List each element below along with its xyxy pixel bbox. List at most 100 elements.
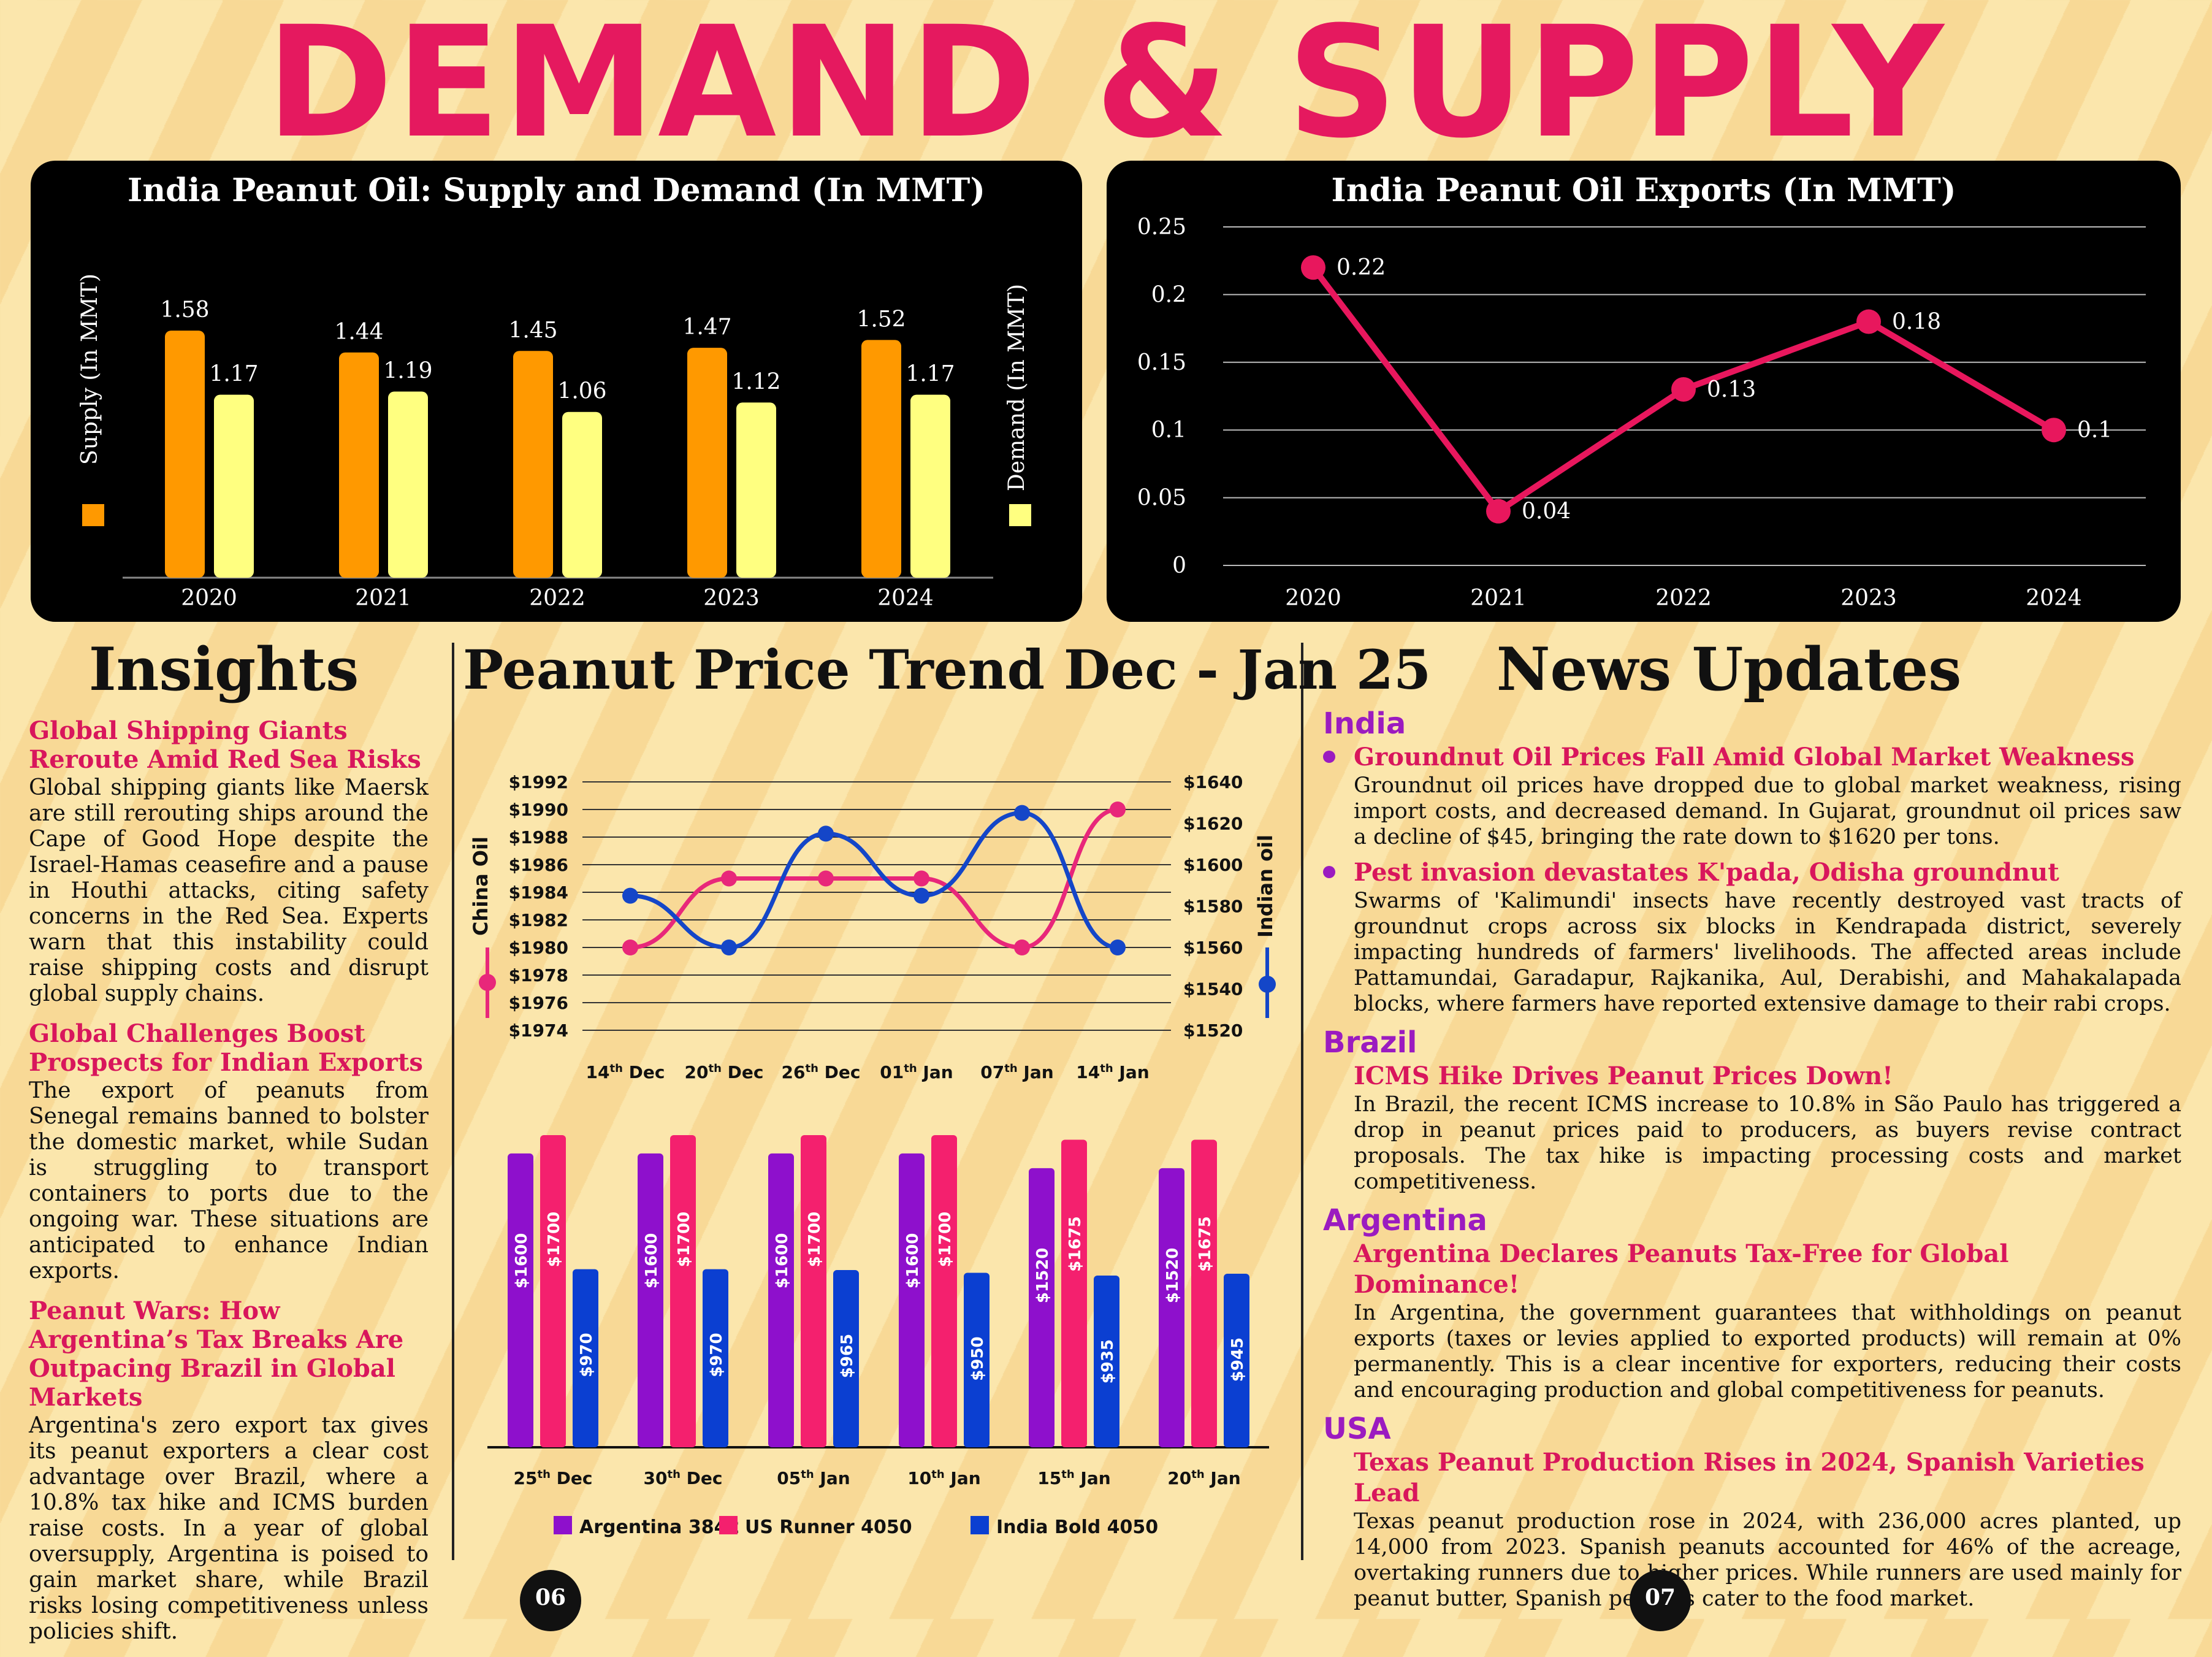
news-headline: ICMS Hike Drives Peanut Prices Down!: [1354, 1062, 1893, 1090]
pp-value-label: $1520: [1034, 1248, 1052, 1303]
news-country-usa: USA: [1323, 1412, 1391, 1446]
pp-bar: [508, 1153, 533, 1447]
pt-xtick: 14th Jan: [1076, 1062, 1149, 1082]
ex-value-label: 0.18: [1892, 310, 1941, 335]
sd-xtick-2021: 2021: [355, 586, 411, 611]
exports-title: India Peanut Oil Exports (In MMT): [1331, 172, 1956, 209]
pt-left-tick: $1974: [509, 1020, 568, 1041]
pt-point: [818, 870, 834, 887]
pp-value-label: $965: [838, 1334, 856, 1378]
news-country-brazil: Brazil: [1323, 1025, 1417, 1060]
sd-xtick-2022: 2022: [529, 586, 585, 611]
insight-body: The export of peanuts from Senegal remai…: [29, 1078, 429, 1284]
insight-body: Global shipping giants like Maersk are s…: [29, 775, 429, 1006]
pp-value-label: $1600: [643, 1233, 661, 1288]
pt-right-axis-label: Indian oil: [1254, 835, 1277, 938]
ex-point-2021: [1486, 499, 1511, 524]
pt-point: [913, 887, 929, 904]
pp-bar: [1224, 1274, 1249, 1447]
pp-bar: [703, 1269, 728, 1447]
pp-value-label: $1520: [1164, 1248, 1182, 1303]
exports-panel: India Peanut Oil Exports (In MMT) 0 0.05 0…: [1107, 161, 2181, 622]
news-country-india: India: [1323, 706, 1406, 741]
sd-value-label: 1.06: [557, 379, 606, 404]
news-item: Texas Peanut Production Rises in 2024, S…: [1354, 1447, 2181, 1612]
pp-bar: [638, 1153, 663, 1447]
ex-xtick-2020: 2020: [1285, 586, 1341, 611]
ex-ytick: 0.1: [1151, 418, 1186, 443]
right-divider: [1301, 643, 1303, 1560]
insight-title: Peanut Wars: How Argentina’s Tax Breaks …: [29, 1296, 404, 1412]
sd-bar-supply-2020: [165, 331, 205, 578]
pt-left-tick: $1980: [509, 938, 568, 958]
pp-value-label: $1600: [513, 1233, 531, 1288]
insight-title: Global Challenges Boost Prospects for In…: [29, 1019, 423, 1077]
pt-point: [818, 825, 834, 842]
pp-bar: [768, 1153, 794, 1447]
supply-demand-panel: India Peanut Oil: Supply and Demand (In …: [31, 161, 1082, 622]
sd-xtick-2023: 2023: [703, 586, 760, 611]
pp-value-label: $945: [1229, 1337, 1247, 1382]
pt-left-tick: $1988: [509, 827, 568, 848]
pp-bar: [1094, 1276, 1119, 1447]
price-trend-chart: $1992 $1990 $1988 $1986 $1984 $1982 $1980 $1978…: [469, 772, 1277, 1082]
pt-right-tick: $1580: [1183, 897, 1243, 917]
pp-bar: [1159, 1168, 1184, 1447]
news-item: Argentina Declares Peanuts Tax-Free for …: [1354, 1239, 2181, 1403]
pp-value-label: $1700: [936, 1212, 955, 1267]
news-item: Pest invasion devastates K'pada, Odisha …: [1323, 857, 2181, 1017]
sd-legend-demand: [1009, 504, 1031, 526]
pt-point: [913, 870, 929, 887]
sd-legend-supply: [82, 504, 104, 526]
bullet-icon: [1323, 866, 1335, 878]
sd-value-label: 1.47: [682, 315, 731, 340]
page-title: DEMAND & SUPPLY: [265, 0, 1947, 172]
ex-value-label: 0.22: [1337, 255, 1386, 280]
pp-bar: [1061, 1139, 1087, 1447]
pp-bar: [670, 1135, 696, 1447]
sd-value-label: 1.45: [508, 318, 557, 343]
pp-value-label: $950: [969, 1336, 987, 1380]
news-headline: Texas Peanut Production Rises in 2024, S…: [1354, 1448, 2145, 1507]
news-body: In Argentina, the government guarantees …: [1354, 1301, 2181, 1403]
sd-bar-supply-2021: [339, 352, 379, 578]
news-item: Groundnut Oil Prices Fall Amid Global Ma…: [1323, 742, 2181, 850]
news-body: Groundnut oil prices have dropped due to…: [1354, 773, 2181, 849]
pp-value-label: $1700: [675, 1212, 693, 1267]
pp-value-label: $970: [707, 1333, 726, 1377]
news-body: Swarms of 'Kalimundi' insects have recen…: [1354, 889, 2181, 1016]
pt-xtick: 01th Jan: [880, 1062, 953, 1082]
sd-value-label: 1.19: [383, 359, 432, 384]
insights-heading: Insights: [88, 635, 359, 704]
news-headline: Argentina Declares Peanuts Tax-Free for …: [1354, 1239, 2009, 1299]
pt-right-tick: $1600: [1183, 855, 1243, 875]
pp-legend-label: US Runner 4050: [745, 1517, 912, 1538]
ex-xtick-2021: 2021: [1470, 586, 1527, 611]
sd-xtick-2020: 2020: [181, 586, 237, 611]
pp-value-label: $935: [1099, 1339, 1117, 1383]
insight-body: Argentina's zero export tax gives its pe…: [29, 1413, 429, 1644]
pt-point: [721, 939, 737, 955]
sd-demand-axis-label: Demand (In MMT): [1004, 284, 1029, 491]
news-country-argentina: Argentina: [1323, 1203, 1487, 1238]
pt-xtick: 07th Jan: [980, 1062, 1053, 1082]
sd-xtick-2024: 2024: [877, 586, 934, 611]
ex-ytick: 0.05: [1137, 486, 1186, 511]
pp-bar: [833, 1270, 859, 1447]
pt-left-tick: $1990: [509, 800, 568, 820]
sd-bar-demand-2023: [736, 402, 776, 578]
sd-bar-demand-2022: [562, 411, 602, 578]
supply-demand-chart: 1.58 1.17 2020 1.441.19 2021 1.45 1.06 2022 1.47…: [77, 274, 1031, 611]
pp-legend-swatch: [554, 1516, 572, 1534]
ex-value-label: 0.13: [1707, 377, 1756, 402]
pp-value-label: $1700: [545, 1212, 563, 1267]
pt-right-tick: $1520: [1183, 1020, 1243, 1041]
page-number-left: 06: [520, 1570, 581, 1631]
pt-legend-china-dot: [479, 974, 496, 991]
ex-point-2024: [2042, 418, 2066, 443]
pp-value-label: $1600: [904, 1233, 922, 1288]
pt-point: [1110, 802, 1126, 817]
ex-ytick: 0.2: [1151, 282, 1186, 307]
ex-xtick-2023: 2023: [1840, 586, 1897, 611]
pt-right-tick: $1540: [1183, 979, 1243, 1000]
